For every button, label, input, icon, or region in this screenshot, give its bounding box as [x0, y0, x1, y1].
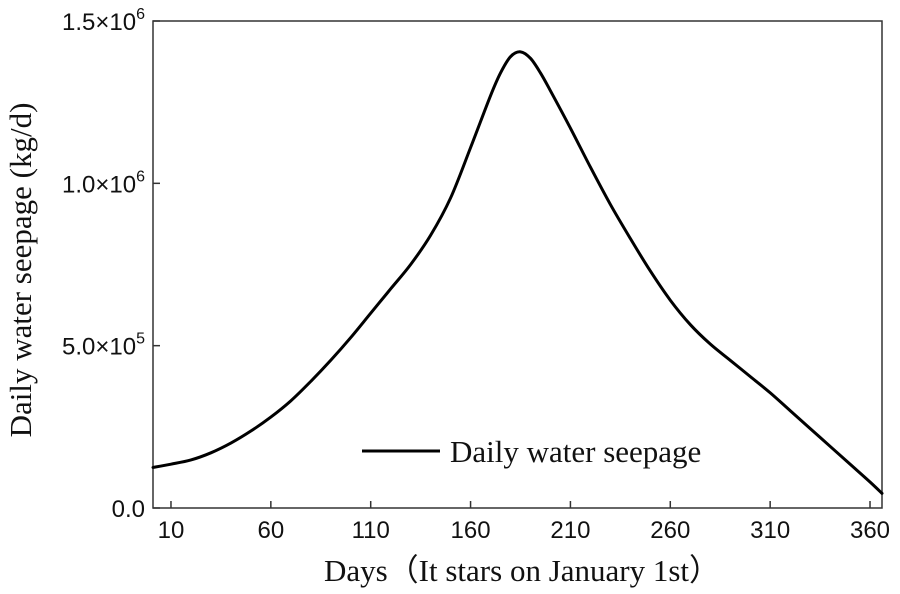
x-tick-label: 310	[750, 517, 790, 544]
y-axis-ticks: 0.0 5.0×105 1.0×106 1.5×106	[62, 6, 160, 523]
legend-label: Daily water seepage	[450, 434, 701, 469]
x-tick-label: 210	[550, 517, 590, 544]
x-axis-title: Days（It stars on January 1st）	[324, 553, 720, 588]
x-tick-label: 260	[650, 517, 690, 544]
y-tick-label: 5.0×105	[62, 331, 145, 361]
y-tick-label: 0.0	[112, 496, 145, 523]
x-tick-label: 360	[850, 517, 890, 544]
x-tick-label: 60	[257, 517, 284, 544]
x-tick-label: 10	[158, 517, 185, 544]
y-tick-label: 1.5×106	[62, 6, 145, 36]
y-tick-label: 1.0×106	[62, 168, 145, 198]
x-tick-label: 160	[451, 517, 491, 544]
legend: Daily water seepage	[362, 434, 701, 469]
x-axis-ticks: 10 60 110 160 210 260 310 360	[158, 501, 890, 544]
plot-frame	[152, 20, 883, 509]
x-tick-label: 110	[352, 517, 390, 544]
series-line-daily-water-seepage	[151, 50, 884, 495]
y-axis-title: Daily water seepage (kg/d)	[3, 103, 38, 438]
